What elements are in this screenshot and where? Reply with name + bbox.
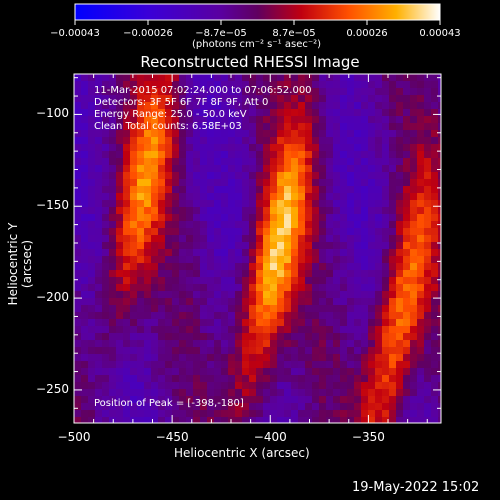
x-tick-label: −400	[253, 430, 287, 444]
x-axis-label: Heliocentric X (arcsec)	[174, 446, 310, 460]
colorbar-tick-label: −8.7e−05	[195, 28, 247, 39]
y-tick-label: −200	[36, 290, 69, 305]
peak-position-text: Position of Peak = [-398,-180]	[94, 398, 244, 409]
time-range-text: 11-Mar-2015 07:02:24.000 to 07:06:52.000	[94, 85, 312, 96]
x-tick-label: −450	[155, 430, 189, 444]
y-tick-label: −150	[36, 198, 69, 213]
footer-timestamp: 19-May-2022 15:02	[352, 480, 480, 495]
plot-frame	[73, 73, 442, 424]
colorbar-tick-label: 0.00026	[346, 28, 388, 39]
y-axis-label: Heliocentric Y (arcsec)	[6, 222, 34, 306]
y-tick-label: −100	[36, 106, 69, 121]
colorbar-tick-label: 8.7e−05	[272, 28, 316, 39]
colorbar-tick-label: −0.00026	[123, 28, 173, 39]
y-tick-label: −250	[36, 381, 69, 396]
colorbar	[74, 3, 441, 21]
colorbar-units: (photons cm⁻² s⁻¹ asec⁻²)	[192, 39, 322, 50]
x-tick-label: −500	[57, 430, 91, 444]
energy-range-text: Energy Range: 25.0 - 50.0 keV	[94, 109, 247, 120]
chart-title: Reconstructed RHESSI Image	[140, 53, 360, 71]
x-tick-label: −350	[351, 430, 385, 444]
clean-counts-text: Clean Total counts: 6.58E+03	[94, 121, 242, 132]
colorbar-tick-label: −0.00043	[50, 28, 100, 39]
axis-ticks	[73, 74, 441, 423]
colorbar-tick-label: 0.00043	[419, 28, 461, 39]
detectors-text: Detectors: 3F 5F 6F 7F 8F 9F, Att 0	[94, 97, 269, 108]
colorbar-ticks	[74, 20, 441, 25]
